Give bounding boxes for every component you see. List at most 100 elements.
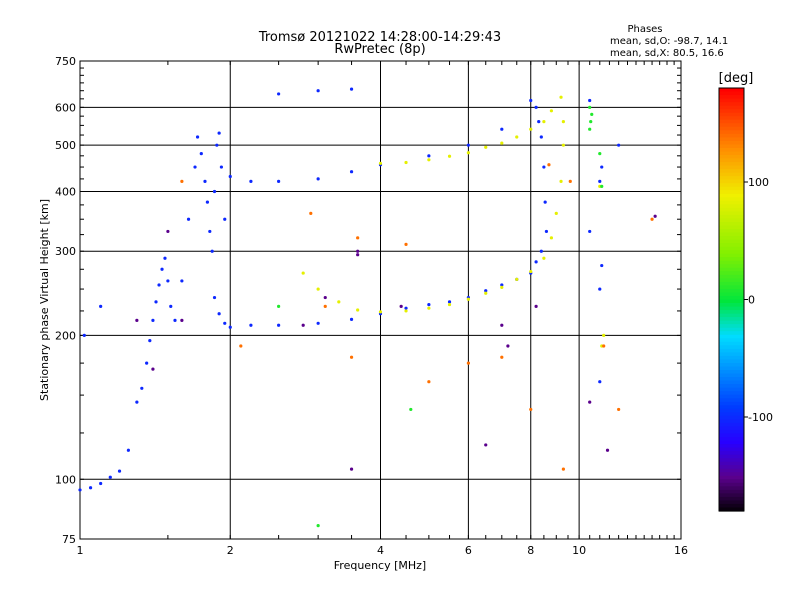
data-point <box>140 386 144 390</box>
data-point <box>600 263 604 268</box>
colorbar-segment <box>719 137 744 142</box>
colorbar-segment <box>719 126 744 131</box>
x-tick-label: 4 <box>377 544 384 557</box>
colorbar-segment <box>719 454 744 459</box>
colorbar-segment <box>719 362 744 368</box>
data-point <box>600 165 604 169</box>
data-point <box>506 344 510 348</box>
data-point <box>166 279 170 283</box>
data-point <box>544 229 549 234</box>
data-point <box>148 339 152 343</box>
colorbar-segment <box>719 415 744 420</box>
colorbar-segment <box>719 232 744 237</box>
data-point <box>561 143 565 147</box>
colorbar-segment <box>719 214 744 220</box>
data-point <box>195 135 200 139</box>
colorbar-segment <box>719 324 744 329</box>
colorbar-segment <box>719 239 744 244</box>
data-point <box>484 145 488 149</box>
colorbar-segment <box>719 419 744 424</box>
data-point <box>447 302 452 307</box>
y-tick-label: 750 <box>55 55 76 68</box>
colorbar-segment <box>719 102 744 107</box>
data-point <box>404 309 408 313</box>
colorbar-segment <box>719 154 744 160</box>
colorbar-segment <box>719 140 744 145</box>
colorbar-segment <box>719 334 744 339</box>
data-point <box>529 98 533 103</box>
data-point <box>427 154 431 158</box>
data-point <box>117 469 122 473</box>
data-point <box>500 127 504 131</box>
colorbar-segment <box>719 440 744 445</box>
colorbar-segment <box>719 119 744 124</box>
colorbar-segment <box>719 130 744 135</box>
data-point <box>99 481 103 486</box>
colorbar-segment <box>719 373 744 378</box>
data-point <box>539 249 543 253</box>
colorbar-segment <box>719 313 744 318</box>
data-point <box>277 92 281 96</box>
data-point <box>223 321 227 325</box>
data-point <box>180 179 184 183</box>
colorbar-segment <box>719 493 744 498</box>
data-point <box>173 318 177 322</box>
data-point <box>378 161 383 165</box>
data-point <box>427 306 431 310</box>
y-tick-label: 100 <box>55 473 76 486</box>
data-point <box>617 407 621 412</box>
y-tick-label: 500 <box>55 139 76 152</box>
data-point <box>598 152 602 156</box>
colorbar-segment <box>719 221 744 227</box>
y-tick-label: 200 <box>55 329 76 342</box>
data-point <box>500 283 504 287</box>
data-point <box>447 154 452 158</box>
data-point <box>277 179 281 183</box>
data-point <box>650 217 654 221</box>
data-point <box>447 300 452 304</box>
colorbar-segment <box>719 458 744 463</box>
data-point <box>203 179 207 183</box>
colorbar-segment <box>719 306 744 311</box>
data-point <box>484 291 488 295</box>
data-point <box>588 105 592 109</box>
x-tick-label: 16 <box>674 544 688 557</box>
colorbar-segment <box>719 186 744 191</box>
colorbar-segment <box>719 380 744 385</box>
data-point <box>212 295 217 300</box>
data-point <box>589 120 593 124</box>
colorbar-segment <box>719 260 744 265</box>
data-point <box>466 151 470 155</box>
data-point <box>561 120 565 124</box>
colorbar-segment <box>719 144 744 149</box>
colorbar-segment <box>719 295 744 301</box>
data-point <box>228 325 232 329</box>
data-point <box>559 95 563 99</box>
data-point <box>337 300 341 304</box>
colorbar-segment <box>719 444 744 449</box>
data-point <box>215 143 219 147</box>
data-point <box>205 200 210 204</box>
data-point <box>223 217 227 221</box>
data-point <box>186 217 191 221</box>
colorbar-segment <box>719 401 744 406</box>
colorbar-segment <box>719 468 744 473</box>
colorbar-segment <box>719 436 744 442</box>
data-point <box>500 141 504 145</box>
colorbar-segment <box>719 225 744 230</box>
data-point <box>598 380 602 384</box>
data-point <box>88 486 93 490</box>
colorbar-segment <box>719 405 744 410</box>
data-point <box>404 242 408 247</box>
data-point <box>534 105 538 109</box>
data-point <box>249 323 253 327</box>
data-point <box>600 184 604 188</box>
data-point <box>169 304 173 308</box>
colorbar-segment <box>719 310 744 315</box>
x-axis-label: Frequency [MHz] <box>334 559 426 572</box>
data-point <box>160 267 164 271</box>
plot-area: 1 2 4 6 8 10 16 75 100 200 300 400 500 600 750 <box>55 55 688 557</box>
colorbar-segment <box>719 193 744 198</box>
data-point <box>108 475 112 479</box>
data-point <box>316 524 320 528</box>
